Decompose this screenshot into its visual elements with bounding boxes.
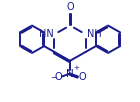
Text: O: O [66,2,74,12]
Text: O: O [78,72,86,83]
Text: HN: HN [39,29,53,39]
Text: +: + [74,65,79,71]
Text: O: O [54,72,62,83]
Text: −: − [51,73,58,82]
Text: N: N [66,69,74,79]
Text: NH: NH [87,29,101,39]
